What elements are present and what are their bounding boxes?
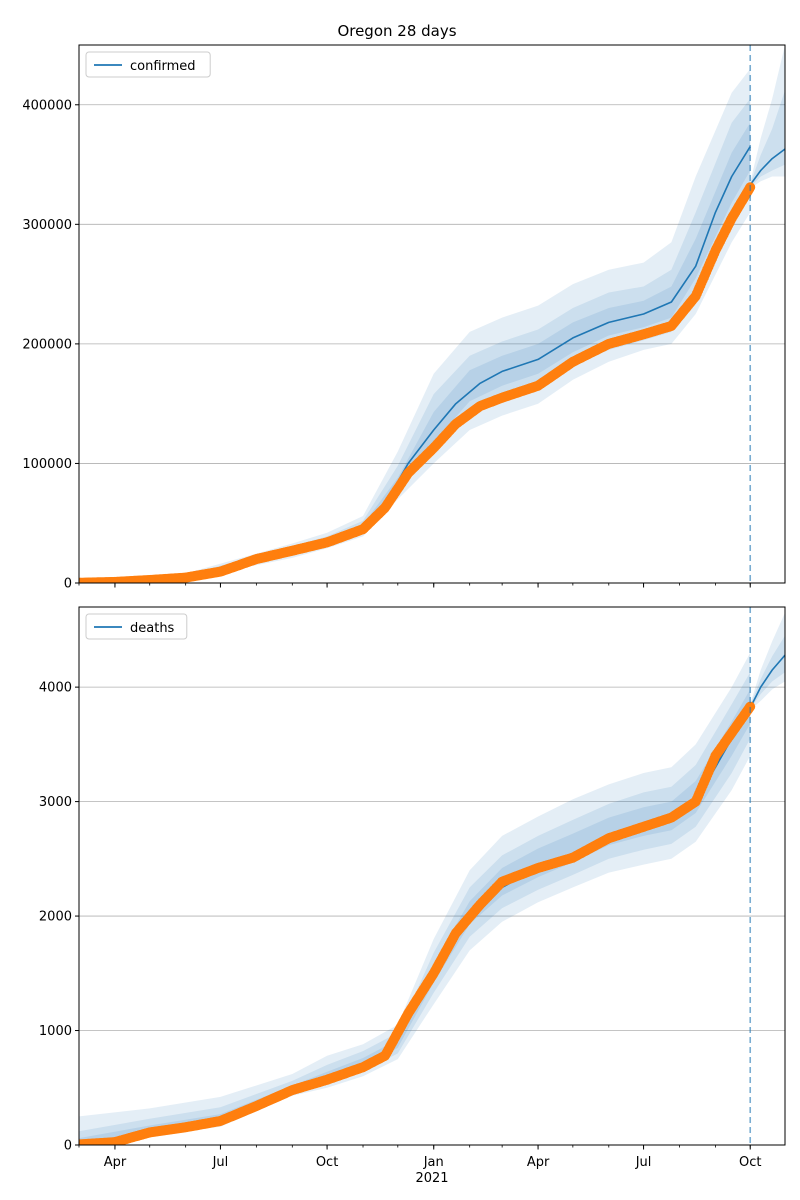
y-tick-label: 1000 <box>39 1024 72 1039</box>
legend: deaths <box>85 613 188 640</box>
y-tick-label: 0 <box>64 1139 72 1154</box>
forecast-line <box>749 148 785 186</box>
x-tick-label: Apr <box>104 1155 127 1170</box>
y-tick-label: 300000 <box>22 218 72 233</box>
uncertainty-band <box>79 652 751 1145</box>
x-tick-label: Jan <box>423 1155 444 1170</box>
y-tick-label: 400000 <box>22 98 72 113</box>
confirmed-panel: 0 100000 200000 300000 400000 confirmed <box>22 44 786 592</box>
x-tick-label: Oct <box>739 1155 761 1170</box>
y-tick-label: 4000 <box>39 681 72 696</box>
observed-point <box>745 701 756 712</box>
observed-series <box>79 182 756 583</box>
uncertainty-band <box>750 612 785 710</box>
x-tick-label: Apr <box>527 1155 550 1170</box>
axes-frame <box>78 606 786 1146</box>
x-year-label: 2021 <box>415 1171 448 1186</box>
legend-frame <box>85 51 211 78</box>
legend: confirmed <box>85 51 211 78</box>
uncertainty-band <box>750 90 785 188</box>
uncertainty-band <box>79 122 751 583</box>
axes-frame <box>78 44 786 584</box>
x-tick-label: Jul <box>212 1155 229 1170</box>
uncertainty-band <box>750 45 785 189</box>
x-tick-label: Oct <box>316 1155 338 1170</box>
deaths-panel: 0 1000 2000 3000 4000 Apr Jul Oct Jan Apr Jul Oct de… <box>39 606 786 1170</box>
plot-area <box>79 612 785 1145</box>
uncertainty-band <box>79 68 751 583</box>
legend-frame <box>85 613 188 640</box>
uncertainty-band <box>79 689 751 1145</box>
y-tick-label: 2000 <box>39 910 72 925</box>
forecast-line <box>749 654 785 709</box>
y-tick-label: 0 <box>64 577 72 592</box>
legend-label: confirmed <box>130 59 196 74</box>
uncertainty-band <box>79 672 751 1145</box>
plot-area <box>79 45 785 583</box>
y-tick-label: 100000 <box>22 457 72 472</box>
legend-label: deaths <box>130 621 175 636</box>
y-tick-label: 3000 <box>39 795 72 810</box>
model-line <box>79 146 751 583</box>
chart-title: Oregon 28 days <box>337 22 456 40</box>
x-tick-label: Jul <box>635 1155 652 1170</box>
observed-series <box>79 701 756 1145</box>
y-tick-label: 200000 <box>22 337 72 352</box>
